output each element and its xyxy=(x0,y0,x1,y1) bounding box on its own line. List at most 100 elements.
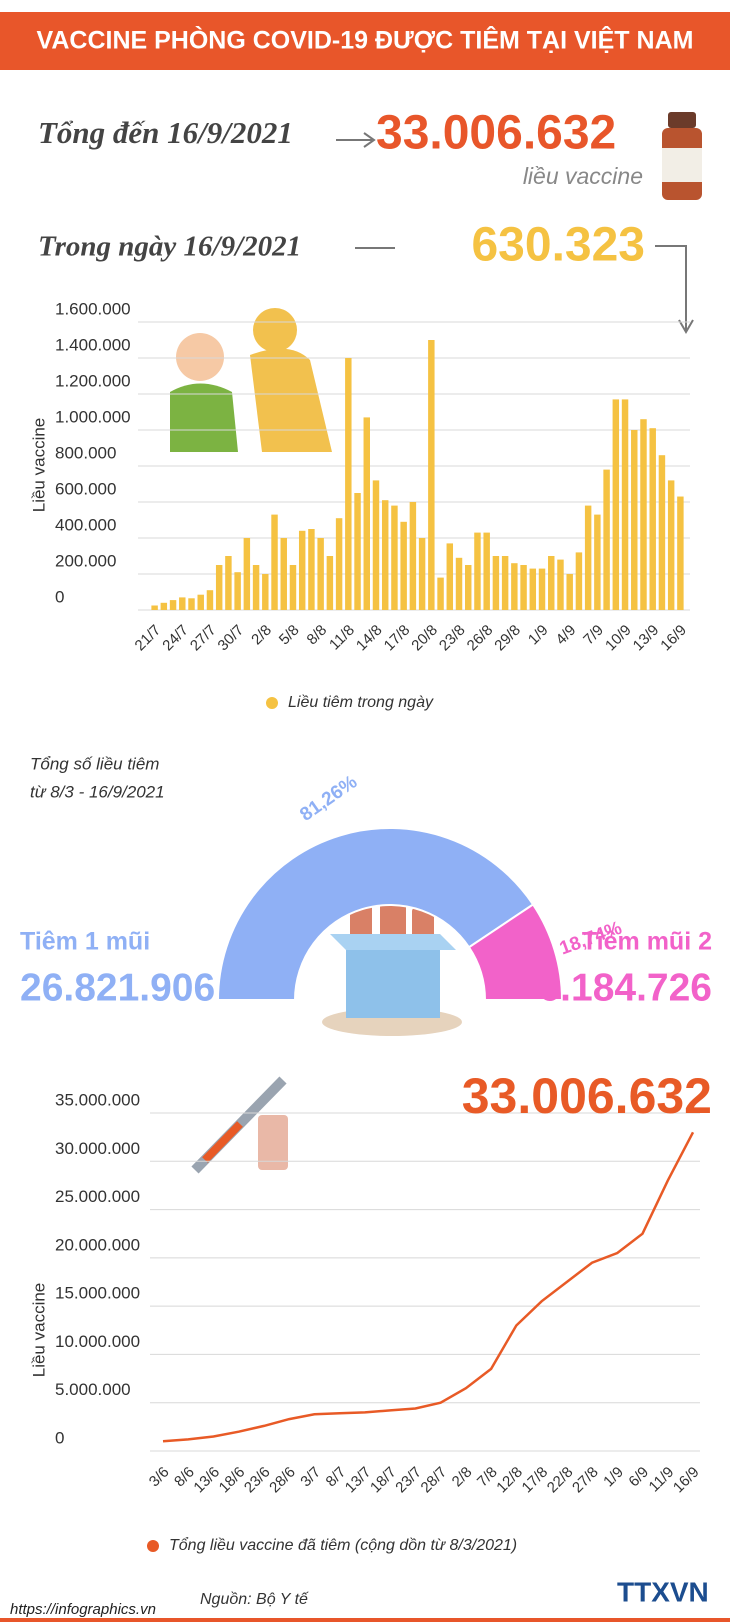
y-tick-label: 20.000.000 xyxy=(55,1235,140,1254)
x-tick-label: 28/7 xyxy=(418,1464,451,1497)
x-tick-label: 1/9 xyxy=(525,622,552,649)
patient-head xyxy=(176,333,224,381)
arrow-head xyxy=(363,132,376,148)
bar xyxy=(262,574,269,610)
y-tick-label: 30.000.000 xyxy=(55,1139,140,1158)
bar xyxy=(612,399,620,610)
total-unit: liều vaccine xyxy=(523,163,643,189)
x-tick-label: 23/8 xyxy=(436,622,469,655)
bar xyxy=(428,340,435,610)
x-tick-label: 29/8 xyxy=(491,622,524,655)
y-tick-label: 800.000 xyxy=(55,443,116,462)
annotation: 33.006.632 xyxy=(462,1068,712,1124)
bar xyxy=(557,559,564,610)
bar xyxy=(409,502,417,610)
box-flap xyxy=(330,934,456,950)
bar xyxy=(151,605,158,610)
x-tick-label: 16/9 xyxy=(670,1464,703,1497)
y-tick-label: 0 xyxy=(55,587,64,606)
x-tick-label: 28/6 xyxy=(266,1464,299,1497)
bar xyxy=(520,565,527,610)
bar xyxy=(234,572,241,610)
doctor-head xyxy=(253,308,297,352)
y-tick-label: 1.000.000 xyxy=(55,407,131,426)
x-tick-label: 11/9 xyxy=(646,1464,678,1496)
doctor-body xyxy=(250,348,332,452)
bar xyxy=(335,518,343,610)
x-tick-label: 14/8 xyxy=(353,622,386,655)
patient-body xyxy=(170,383,238,452)
bar xyxy=(548,556,555,610)
title: VACCINE PHÒNG COVID-19 ĐƯỢC TIÊM TẠI VIỆ… xyxy=(37,25,694,55)
x-tick-label: 5/8 xyxy=(276,622,303,649)
bar xyxy=(317,538,324,610)
bar xyxy=(492,556,500,610)
category-label: Tiêm mũi 2 xyxy=(582,928,712,956)
x-tick-label: 23/6 xyxy=(241,1464,274,1497)
bar xyxy=(400,521,407,610)
x-tick-label: 16/9 xyxy=(657,622,690,655)
bar xyxy=(391,505,398,610)
x-tick-label: 13/7 xyxy=(342,1464,375,1497)
day-label: Trong ngày 16/9/2021 xyxy=(38,231,301,263)
donut-title: Tổng số liều tiêm xyxy=(30,754,159,773)
x-tick-label: 17/8 xyxy=(519,1464,552,1497)
bar xyxy=(483,532,490,610)
percent-label: 81,26% xyxy=(296,771,361,825)
box-icon xyxy=(322,898,462,1036)
bar xyxy=(354,493,361,610)
bar xyxy=(308,529,315,610)
donut-segment xyxy=(467,903,564,1001)
url: https://infographics.vn xyxy=(10,1601,156,1618)
bar xyxy=(289,565,297,610)
x-tick-label: 4/9 xyxy=(553,622,580,649)
category-label: Tiêm 1 mũi xyxy=(20,928,150,956)
x-tick-label: 21/7 xyxy=(132,622,165,655)
x-tick-label: 27/7 xyxy=(187,622,220,655)
bar xyxy=(298,530,306,610)
donut-segment xyxy=(216,827,535,1001)
header-band xyxy=(0,12,730,70)
y-axis-title: Liều vaccine xyxy=(29,1283,48,1378)
x-tick-label: 1/9 xyxy=(600,1464,627,1491)
x-tick-label: 18/7 xyxy=(367,1464,400,1497)
bar xyxy=(594,514,601,610)
bar xyxy=(169,600,177,610)
footer-band xyxy=(0,1618,730,1622)
x-tick-label: 13/6 xyxy=(190,1464,223,1497)
bar xyxy=(649,428,656,610)
bar xyxy=(446,543,454,610)
day-value: 630.323 xyxy=(471,219,645,272)
y-tick-label: 1.600.000 xyxy=(55,299,131,318)
x-tick-label: 30/7 xyxy=(215,622,248,655)
y-tick-label: 0 xyxy=(55,1428,64,1447)
bar xyxy=(529,568,537,610)
bar xyxy=(418,538,426,610)
bar xyxy=(603,469,610,610)
bar xyxy=(363,417,370,610)
illustration xyxy=(170,308,332,452)
donut-title: từ 8/3 - 16/9/2021 xyxy=(30,782,165,801)
bar xyxy=(584,505,592,610)
bar xyxy=(621,399,629,610)
bar xyxy=(575,552,583,610)
x-tick-label: 23/7 xyxy=(392,1464,425,1497)
bar xyxy=(381,500,389,610)
bar xyxy=(197,594,204,610)
syringe-liquid xyxy=(202,1121,243,1163)
x-tick-label: 11/8 xyxy=(326,622,358,654)
legend-label: Tổng liều vaccine đã tiêm (cộng dồn từ 8… xyxy=(169,1536,517,1554)
bar xyxy=(179,597,186,610)
bar xyxy=(501,556,509,610)
bar xyxy=(243,538,251,610)
x-tick-label: 20/8 xyxy=(408,622,441,655)
vial-label xyxy=(662,148,702,182)
bar xyxy=(225,556,232,610)
line xyxy=(162,1131,695,1443)
bar xyxy=(252,565,260,610)
bar xyxy=(538,568,546,610)
y-tick-label: 5.000.000 xyxy=(55,1380,131,1399)
total-value: 33.006.632 xyxy=(376,107,616,160)
legend-label: Liều tiêm trong ngày xyxy=(288,694,434,711)
